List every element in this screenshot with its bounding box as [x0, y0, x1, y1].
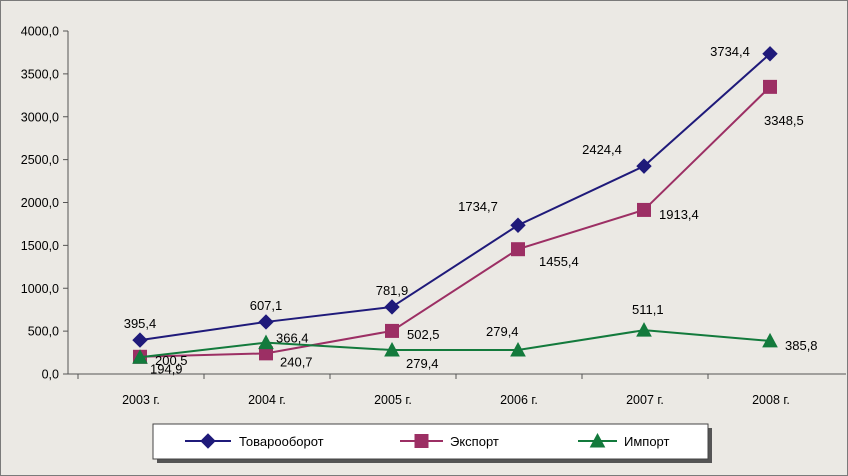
data-label: 3734,4	[710, 44, 750, 59]
series-line	[139, 53, 771, 342]
data-label: 366,4	[276, 331, 309, 346]
data-label: 1455,4	[539, 254, 579, 269]
x-tick-label: 2004 г.	[248, 393, 286, 407]
data-label: 279,4	[406, 356, 439, 371]
x-tick-label: 2008 г.	[752, 393, 790, 407]
data-point	[385, 323, 399, 338]
data-point	[510, 341, 526, 357]
data-label: 607,1	[250, 298, 283, 313]
y-tick-label: 4000,0	[21, 25, 59, 39]
axes	[67, 31, 846, 375]
data-label: 502,5	[407, 327, 440, 342]
legend: Товарооборот Экспорт Импорт	[152, 423, 712, 463]
y-tick-label: 3500,0	[21, 67, 59, 81]
y-tick-label: 2500,0	[21, 153, 59, 167]
y-tick-label: 3000,0	[21, 110, 59, 124]
data-label: 385,8	[785, 338, 818, 353]
data-point	[762, 46, 778, 62]
x-tick-label: 2007 г.	[626, 393, 664, 407]
data-point	[132, 349, 148, 364]
data-point	[258, 334, 274, 350]
data-point	[511, 242, 525, 257]
x-tick-label: 2005 г.	[374, 393, 412, 407]
legend-marker	[414, 434, 429, 448]
y-axis-ticks: 0,0 500,0 1000,0 1500,0 2000,0 2500,0 3000,0 35…	[21, 25, 68, 382]
legend-label: Экспорт	[450, 434, 499, 449]
data-label: 3348,5	[764, 113, 804, 128]
y-tick-label: 1000,0	[21, 282, 59, 296]
data-point	[636, 158, 652, 174]
data-point	[384, 341, 400, 357]
data-label: 194,9	[150, 361, 183, 376]
series-group	[132, 46, 778, 364]
x-axis-ticks: 2003 г. 2004 г. 2005 г. 2006 г. 2007 г. 2008 …	[77, 374, 790, 407]
data-point	[637, 202, 651, 217]
data-label: 781,9	[376, 283, 409, 298]
y-tick-label: 0,0	[42, 368, 59, 382]
y-tick-label: 1500,0	[21, 239, 59, 253]
data-label: 1734,7	[458, 199, 498, 214]
data-point	[636, 322, 652, 337]
series-line	[139, 329, 771, 359]
data-point	[510, 217, 526, 233]
legend-marker	[200, 433, 216, 449]
data-point	[762, 332, 778, 348]
legend-marker	[589, 432, 606, 448]
data-label: 240,7	[280, 354, 313, 369]
data-label: 2424,4	[582, 142, 622, 157]
data-label: 200,5	[155, 353, 188, 368]
y-tick-label: 500,0	[28, 325, 59, 339]
data-label: 511,1	[632, 302, 664, 317]
y-tick-label: 2000,0	[21, 196, 59, 210]
data-point	[132, 332, 148, 348]
data-point	[258, 314, 274, 330]
x-tick-label: 2006 г.	[500, 393, 538, 407]
data-labels: 395,4 607,1 781,9 1734,7 2424,4 3734,4 200,5 24…	[124, 44, 818, 377]
data-label: 1913,4	[659, 207, 699, 222]
x-tick-label: 2003 г.	[122, 393, 160, 407]
data-point	[763, 79, 777, 94]
data-point	[384, 299, 400, 315]
data-label: 279,4	[486, 324, 519, 339]
legend-label: Импорт	[624, 434, 669, 449]
series-line	[139, 86, 771, 358]
legend-label: Товарооборот	[239, 434, 324, 449]
data-label: 395,4	[124, 316, 157, 331]
